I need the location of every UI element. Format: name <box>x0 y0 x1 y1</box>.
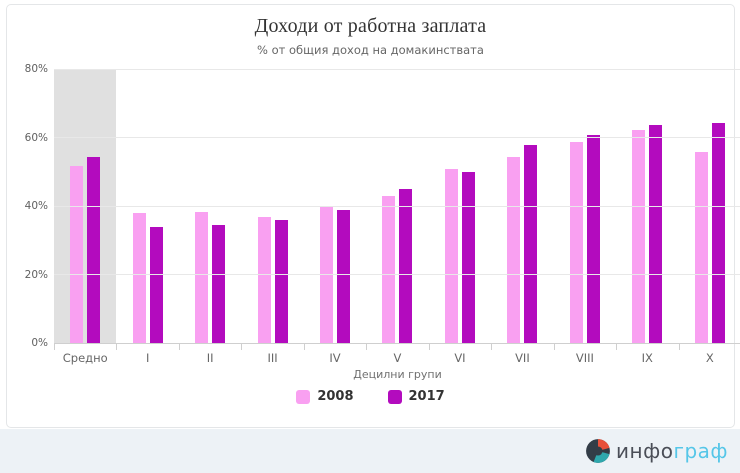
chart-legend: 2008 2017 <box>7 389 734 404</box>
x-category-label-I: I <box>145 351 150 365</box>
legend-swatch-2017 <box>387 389 402 404</box>
category-slot-V <box>366 70 428 343</box>
bar-2008-VIII[interactable] <box>569 141 583 343</box>
legend-label-2017: 2017 <box>408 389 445 404</box>
category-slot-III <box>241 70 303 343</box>
chart-card: Доходи от работна заплата % от общия дох… <box>6 4 740 428</box>
y-tick-label-40: 40% <box>24 200 48 212</box>
bar-2017-V[interactable] <box>399 189 413 343</box>
bar-2008-V[interactable] <box>382 196 396 343</box>
x-category-label-X: X <box>705 351 714 365</box>
x-category-label-VII: VII <box>515 351 530 365</box>
gridline-80 <box>54 69 740 70</box>
x-category-label-II: II <box>206 351 214 365</box>
category-slot-Средно <box>54 70 116 343</box>
bar-2017-VII[interactable] <box>524 145 538 343</box>
bar-2017-VI[interactable] <box>461 172 475 343</box>
category-slot-IX <box>616 70 678 343</box>
x-tick-mark <box>678 344 680 350</box>
x-tick-mark <box>428 344 430 350</box>
y-tick-label-60: 60% <box>24 131 48 144</box>
category-slot-X <box>679 70 740 343</box>
category-slot-IV <box>304 70 366 343</box>
x-category-label-VIII: VIII <box>575 351 594 365</box>
bar-2008-I[interactable] <box>132 213 146 343</box>
bar-2008-VII[interactable] <box>507 157 521 343</box>
x-tick-mark <box>241 344 243 350</box>
bar-2008-VI[interactable] <box>444 168 458 343</box>
x-axis-title: Децилни групи <box>353 368 442 381</box>
bar-2008-Средно[interactable] <box>70 165 84 343</box>
bar-2017-Средно[interactable] <box>87 157 101 343</box>
legend-swatch-2008 <box>296 389 311 404</box>
x-axis-tick-marks <box>54 344 740 350</box>
category-slot-I <box>116 70 178 343</box>
bar-2008-IV[interactable] <box>320 206 334 343</box>
y-axis-tick-labels: 0% 20% 40% 60% 80% <box>7 63 48 349</box>
gridline-20 <box>54 273 740 275</box>
bar-2017-IV[interactable] <box>337 209 351 343</box>
bar-2017-IX[interactable] <box>649 124 663 343</box>
category-slot-VIII <box>554 70 616 343</box>
bar-2008-X[interactable] <box>694 151 708 343</box>
legend-item-2017[interactable]: 2017 <box>387 389 445 404</box>
y-tick-label-0: 0% <box>31 337 48 349</box>
bar-2008-II[interactable] <box>195 211 209 343</box>
infograf-logo[interactable]: инфограф <box>585 438 728 464</box>
average-highlight-band <box>54 70 117 343</box>
x-tick-mark <box>616 344 618 350</box>
x-category-label-IV: IV <box>329 351 341 365</box>
category-slot-VI <box>429 70 491 343</box>
x-category-label-VI: VI <box>454 351 466 365</box>
bars-container <box>54 70 740 343</box>
x-tick-mark <box>116 344 118 350</box>
footer-bar: инфограф <box>0 429 740 473</box>
legend-item-2008[interactable]: 2008 <box>296 389 354 404</box>
y-tick-label-80: 80% <box>24 63 48 75</box>
category-slot-II <box>179 70 241 343</box>
legend-label-2008: 2008 <box>317 389 354 404</box>
infograf-logo-text: инфограф <box>616 439 728 463</box>
x-axis-category-labels: Средно I II III IV V VI VII VIII IX X <box>54 351 740 365</box>
bar-2017-VIII[interactable] <box>586 134 600 343</box>
plot-area <box>54 69 740 344</box>
x-tick-mark <box>491 344 493 350</box>
bar-2017-X[interactable] <box>711 122 725 343</box>
x-tick-mark <box>54 344 55 350</box>
x-category-label-IX: IX <box>641 351 653 365</box>
x-category-label-V: V <box>393 351 402 365</box>
chart-title: Доходи от работна заплата <box>254 15 487 37</box>
y-tick-label-20: 20% <box>24 268 48 281</box>
infograf-circle-icon <box>585 438 611 464</box>
bar-2017-I[interactable] <box>149 226 163 343</box>
chart-subtitle: % от общия доход на домакинствата <box>257 43 484 57</box>
gridline-40 <box>54 205 740 207</box>
category-slot-VII <box>491 70 553 343</box>
bar-2008-III[interactable] <box>257 216 271 343</box>
x-tick-mark <box>366 344 368 350</box>
gridline-60 <box>54 137 740 139</box>
x-tick-mark <box>303 344 305 350</box>
x-tick-mark <box>553 344 555 350</box>
x-category-label-Средно: Средно <box>62 351 108 365</box>
x-tick-mark <box>178 344 180 350</box>
bar-2017-III[interactable] <box>274 220 288 343</box>
x-category-label-III: III <box>267 351 278 365</box>
bar-2017-II[interactable] <box>212 225 226 343</box>
bar-2008-IX[interactable] <box>632 129 646 343</box>
